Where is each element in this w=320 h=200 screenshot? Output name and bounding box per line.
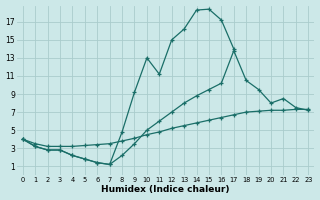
X-axis label: Humidex (Indice chaleur): Humidex (Indice chaleur) xyxy=(101,185,230,194)
